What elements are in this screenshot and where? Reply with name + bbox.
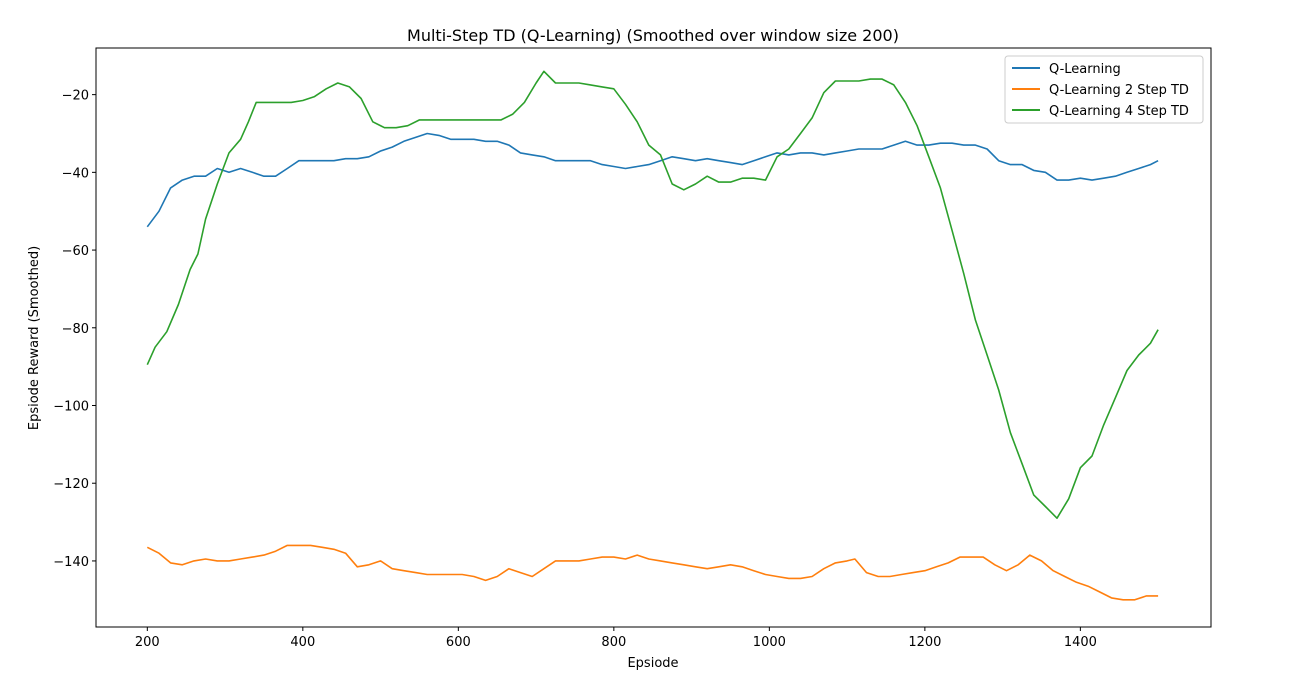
x-tick-label: 1000: [753, 635, 786, 650]
y-tick-label: −80: [62, 322, 89, 337]
x-tick-label: 800: [601, 635, 626, 650]
legend-label-2: Q-Learning 2 Step TD: [1049, 83, 1189, 98]
x-axis-label: Epsiode: [627, 656, 678, 671]
legend-box: [1004, 55, 1204, 124]
x-tick-label: 1400: [1064, 635, 1097, 650]
legend: Q-Learning Q-Learning 2 Step TD Q-Learning…: [1004, 55, 1204, 124]
y-tick-label: −60: [62, 244, 89, 259]
x-axis: 200 400 600 800 1000 1200 1400: [135, 627, 1097, 650]
x-tick-label: 400: [290, 635, 315, 650]
legend-label-1: Q-Learning: [1049, 62, 1121, 77]
x-tick-label: 200: [135, 635, 160, 650]
plot-frame: [95, 47, 1212, 628]
y-axis-label: Epsiode Reward (Smoothed): [27, 246, 42, 430]
y-tick-label: −20: [62, 89, 89, 104]
x-tick-label: 1200: [908, 635, 941, 650]
y-axis: −140 −120 −100 −80 −60 −40 −20: [53, 89, 96, 570]
legend-label-3: Q-Learning 4 Step TD: [1049, 104, 1189, 119]
y-tick-label: −100: [53, 400, 89, 415]
y-tick-label: −140: [53, 555, 89, 570]
series-line-2: [146, 544, 1159, 601]
y-tick-label: −120: [53, 477, 89, 492]
chart-title: Multi-Step TD (Q-Learning) (Smoothed ove…: [407, 26, 899, 45]
y-tick-label: −40: [62, 166, 89, 181]
series-line-1: [146, 132, 1159, 228]
plot-area: [146, 70, 1159, 601]
series-line-3: [146, 70, 1159, 519]
x-tick-label: 600: [446, 635, 471, 650]
